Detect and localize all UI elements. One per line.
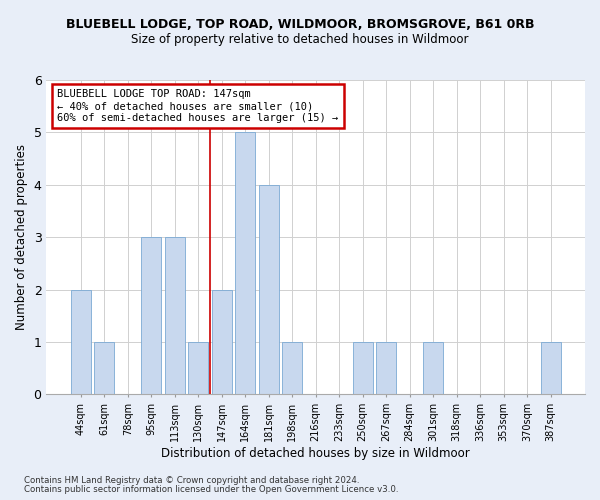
Text: Contains HM Land Registry data © Crown copyright and database right 2024.: Contains HM Land Registry data © Crown c… [24, 476, 359, 485]
Bar [282, 342, 302, 394]
Bar [165, 237, 185, 394]
Bar [235, 132, 255, 394]
Text: Contains public sector information licensed under the Open Government Licence v3: Contains public sector information licen… [24, 485, 398, 494]
Y-axis label: Number of detached properties: Number of detached properties [15, 144, 28, 330]
Text: BLUEBELL LODGE, TOP ROAD, WILDMOOR, BROMSGROVE, B61 0RB: BLUEBELL LODGE, TOP ROAD, WILDMOOR, BROM… [66, 18, 534, 30]
Bar [94, 342, 115, 394]
Bar [541, 342, 560, 394]
Bar [142, 237, 161, 394]
Bar [259, 185, 279, 394]
Bar [188, 342, 208, 394]
X-axis label: Distribution of detached houses by size in Wildmoor: Distribution of detached houses by size … [161, 447, 470, 460]
Text: BLUEBELL LODGE TOP ROAD: 147sqm
← 40% of detached houses are smaller (10)
60% of: BLUEBELL LODGE TOP ROAD: 147sqm ← 40% of… [57, 90, 338, 122]
Bar [376, 342, 396, 394]
Bar [423, 342, 443, 394]
Bar [353, 342, 373, 394]
Bar [212, 290, 232, 395]
Bar [71, 290, 91, 395]
Text: Size of property relative to detached houses in Wildmoor: Size of property relative to detached ho… [131, 32, 469, 46]
